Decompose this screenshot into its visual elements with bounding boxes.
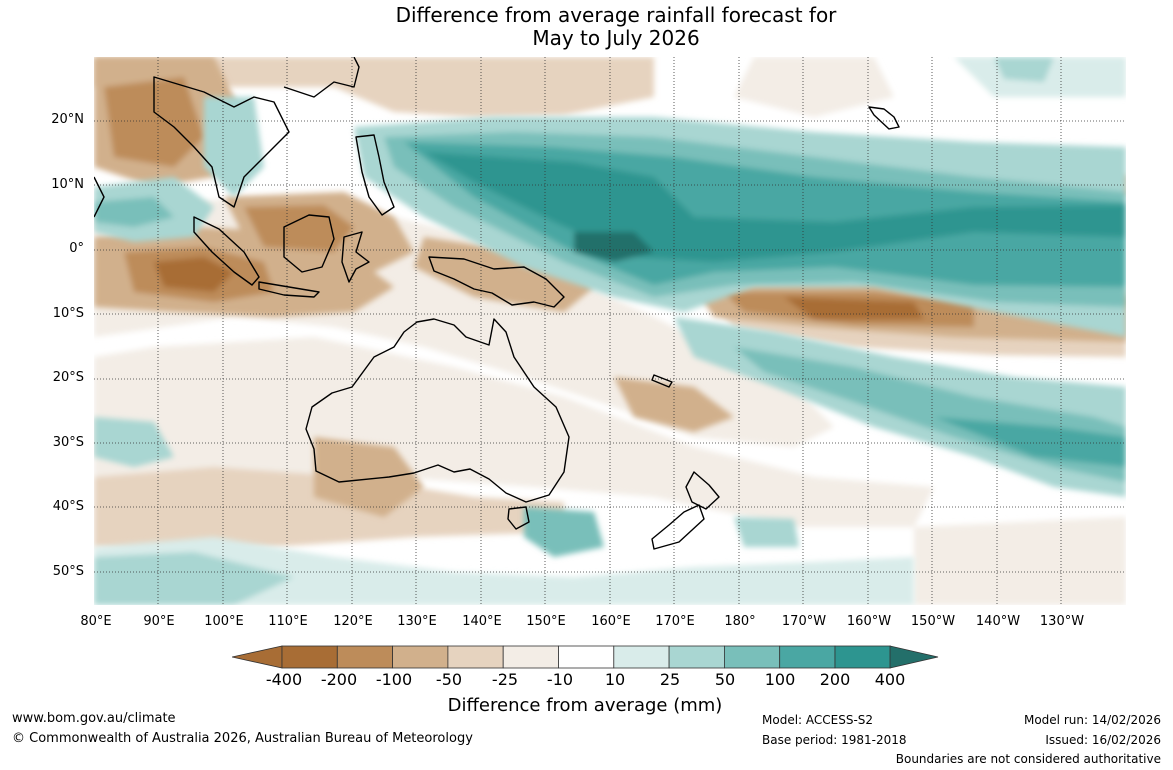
colorbar	[232, 645, 939, 669]
lon-label-120e: 120°E	[333, 614, 373, 629]
asia-coastline	[283, 57, 360, 98]
copyright-text: © Commonwealth of Australia 2026, Austra…	[12, 731, 473, 746]
wet-anomaly-fields	[94, 57, 1126, 605]
base-period-text: Base period: 1981-2018	[762, 733, 907, 747]
colorbar-tick: 10	[604, 670, 626, 689]
colorbar-min-arrow	[232, 645, 283, 669]
new-guinea-coastline	[428, 256, 565, 308]
lat-label-10s: 10°S	[52, 306, 84, 321]
new-caledonia-coastline	[651, 374, 673, 388]
colorbar-cell	[613, 645, 670, 669]
australia-coastline	[305, 318, 570, 503]
colorbar-tick: -25	[491, 670, 519, 689]
colorbar-cell	[392, 645, 449, 669]
lon-label-150w: 150°W	[910, 614, 956, 629]
tasmania-coastline	[507, 506, 530, 530]
lon-label-170w: 170°W	[781, 614, 827, 629]
lat-label-0: 0°	[69, 241, 84, 256]
colorbar-tick: -200	[320, 670, 358, 689]
lon-label-80e: 80°E	[80, 614, 112, 629]
model-text: Model: ACCESS-S2	[762, 713, 874, 727]
lon-label-170e: 170°E	[655, 614, 695, 629]
coastlines	[94, 57, 900, 550]
map-title-line2: May to July 2026	[532, 26, 700, 50]
colorbar-tick: 25	[659, 670, 681, 689]
lat-label-20n: 20°N	[51, 112, 84, 127]
lon-label-140e: 140°E	[462, 614, 502, 629]
indochina-coastline	[153, 76, 290, 208]
colorbar-tick: 400	[874, 670, 906, 689]
colorbar-cell	[336, 645, 394, 669]
disclaimer-text: Boundaries are not considered authoritat…	[895, 752, 1161, 766]
borneo-coastline	[283, 214, 335, 273]
model-run-text: Model run: 14/02/2026	[1023, 713, 1161, 727]
colorbar-cell	[502, 645, 559, 669]
lon-label-160w: 160°W	[846, 614, 892, 629]
lon-label-100e: 100°E	[204, 614, 244, 629]
colorbar-cell	[447, 645, 504, 669]
new-zealand-south-coastline	[651, 504, 705, 550]
sulawesi-coastline	[341, 231, 370, 283]
colorbar-cell	[558, 645, 615, 669]
rainfall-anomaly-map	[94, 57, 1126, 605]
colorbar-tick: 100	[764, 670, 796, 689]
colorbar-cell	[834, 645, 891, 669]
colorbar-tick: 50	[714, 670, 736, 689]
lat-label-30s: 30°S	[52, 435, 84, 450]
india-coastline	[94, 176, 105, 218]
colorbar-tick: -50	[435, 670, 463, 689]
lon-label-90e: 90°E	[143, 614, 175, 629]
lat-label-40s: 40°S	[52, 499, 84, 514]
colorbar-label: Difference from average (mm)	[447, 695, 723, 716]
lat-label-50s: 50°S	[52, 564, 84, 579]
colorbar-cell	[723, 645, 781, 669]
colorbar-cells	[281, 645, 891, 669]
colorbar-cell	[779, 645, 836, 669]
colorbar-tick: -10	[546, 670, 574, 689]
colorbar-cell	[281, 645, 338, 669]
hawaii-coastline	[868, 106, 900, 130]
map-title-line1: Difference from average rainfall forecas…	[395, 3, 837, 27]
lat-label-10n: 10°N	[51, 177, 84, 192]
issued-text: Issued: 16/02/2026	[1045, 733, 1161, 747]
graticule	[94, 57, 1126, 605]
map-canvas	[94, 57, 1126, 605]
colorbar-tick: -100	[375, 670, 413, 689]
colorbar-cell	[668, 645, 725, 669]
website-text: www.bom.gov.au/climate	[12, 711, 176, 726]
colorbar-max-arrow	[889, 645, 939, 669]
colorbar-tick: 200	[819, 670, 851, 689]
lon-label-140w: 140°W	[975, 614, 1021, 629]
lon-label-150e: 150°E	[526, 614, 566, 629]
java-coastline	[258, 281, 320, 298]
lon-label-180: 180°	[724, 614, 756, 629]
philippines-coastline	[355, 134, 395, 216]
lon-label-160e: 160°E	[591, 614, 631, 629]
lon-label-110e: 110°E	[268, 614, 308, 629]
colorbar-tick: -400	[265, 670, 303, 689]
lon-label-130e: 130°E	[397, 614, 437, 629]
sumatra-coastline	[193, 216, 260, 286]
lat-label-20s: 20°S	[52, 370, 84, 385]
new-zealand-north-coastline	[685, 471, 720, 510]
map-title: Difference from average rainfall forecas…	[0, 4, 1173, 50]
lon-label-130w: 130°W	[1039, 614, 1085, 629]
